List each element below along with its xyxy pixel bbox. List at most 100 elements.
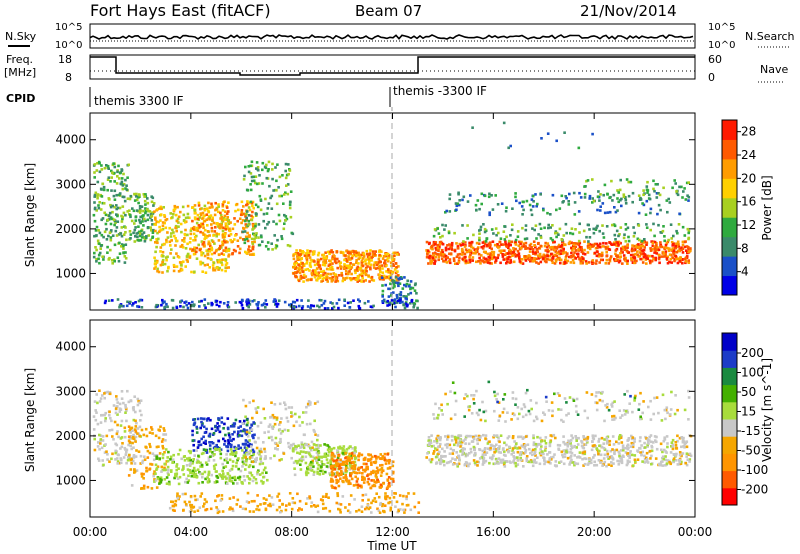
scatter-cell: [623, 233, 626, 236]
scatter-cell: [457, 191, 460, 195]
scatter-cell: [155, 455, 158, 458]
scatter-cell: [402, 295, 405, 298]
scatter-cell: [274, 436, 278, 440]
scatter-cell: [219, 456, 223, 460]
cpid-segment-1: themis 3300 IF: [94, 94, 184, 108]
scatter-cell: [663, 239, 666, 243]
scatter-cell: [124, 178, 127, 182]
scatter-cell: [116, 175, 119, 178]
scatter-cell: [528, 250, 532, 253]
scatter-cell: [361, 472, 364, 475]
scatter-cell: [224, 246, 228, 250]
scatter-cell: [302, 280, 305, 283]
scatter-cell: [543, 244, 547, 248]
scatter-cell: [490, 250, 494, 254]
scatter-cell: [258, 462, 262, 466]
scatter-cell: [189, 506, 193, 509]
scatter-cell: [185, 477, 188, 481]
scatter-cell: [155, 445, 159, 449]
scatter-cell: [115, 182, 119, 185]
scatter-cell: [264, 197, 267, 201]
scatter-cell: [231, 252, 234, 256]
scatter-cell: [337, 454, 341, 458]
scatter-cell: [153, 262, 157, 266]
scatter-cell: [587, 240, 590, 243]
scatter-cell: [275, 179, 278, 183]
scatter-cell: [485, 237, 489, 240]
scatter-cell: [293, 467, 296, 470]
scatter-cell: [177, 225, 180, 228]
scatter-cell: [244, 463, 248, 467]
scatter-cell: [110, 169, 113, 173]
scatter-cell: [337, 502, 341, 506]
scatter-cell: [603, 183, 607, 187]
scatter-cell: [564, 251, 567, 254]
scatter-cell: [135, 209, 139, 212]
scatter-cell: [129, 468, 133, 471]
scatter-cell: [353, 498, 356, 501]
scatter-cell: [374, 472, 378, 476]
scatter-cell: [559, 249, 563, 252]
scatter-cell: [229, 448, 233, 451]
scatter-cell: [225, 445, 228, 448]
scatter-cell: [215, 443, 218, 447]
scatter-cell: [226, 472, 230, 476]
scatter-cell: [572, 243, 576, 247]
scatter-cell: [366, 467, 369, 471]
scatter-cell: [683, 245, 687, 249]
scatter-cell: [663, 448, 666, 452]
scatter-cell: [675, 190, 678, 193]
scatter-cell: [618, 259, 622, 263]
scatter-cell: [98, 448, 101, 451]
scatter-cell: [651, 248, 655, 251]
scatter-cell: [368, 506, 372, 509]
scatter-cell: [141, 220, 144, 223]
scatter-cell: [142, 224, 145, 227]
scatter-cell: [118, 407, 122, 411]
scatter-cell: [115, 398, 119, 401]
scatter-cell: [297, 256, 300, 259]
scatter-cell: [236, 498, 240, 502]
scatter-cell: [309, 306, 312, 310]
scatter-cell: [461, 257, 464, 261]
scatter-cell: [347, 481, 351, 485]
scatter-cell: [182, 465, 185, 468]
scatter-cell: [351, 447, 354, 450]
scatter-cell: [142, 209, 145, 213]
scatter-cell: [300, 257, 303, 261]
scatter-cell: [155, 486, 159, 489]
scatter-cell: [654, 457, 658, 460]
scatter-cell: [108, 391, 112, 394]
scatter-cell: [585, 262, 588, 265]
scatter-cell: [276, 448, 279, 451]
scatter-cell: [660, 448, 663, 452]
scatter-cell: [629, 253, 633, 257]
scatter-cell: [654, 183, 658, 186]
scatter-cell: [379, 503, 382, 506]
scatter-cell: [555, 231, 559, 235]
scatter-cell: [444, 224, 447, 227]
scatter-cell: [664, 254, 667, 258]
scatter-cell: [120, 390, 124, 393]
scatter-cell: [380, 277, 384, 281]
scatter-cell: [655, 192, 659, 195]
scatter-cell: [484, 250, 487, 254]
scatter-cell: [651, 244, 655, 248]
scatter-cell: [186, 457, 189, 460]
scatter-cell: [472, 251, 475, 255]
scatter-cell: [217, 232, 221, 236]
scatter-cell: [345, 464, 348, 467]
scatter-cell: [284, 403, 287, 407]
scatter-cell: [349, 465, 352, 468]
scatter-cell: [322, 302, 326, 305]
scatter-cell: [369, 249, 372, 252]
scatter-cell: [238, 247, 242, 251]
scatter-cell: [317, 458, 321, 461]
scatter-cell: [275, 418, 279, 421]
scatter-cell: [521, 262, 525, 265]
scatter-cell: [435, 439, 439, 443]
scatter-cell: [199, 207, 202, 211]
scatter-cell: [92, 428, 96, 431]
scatter-cell: [216, 259, 219, 262]
scatter-cell: [285, 217, 289, 221]
